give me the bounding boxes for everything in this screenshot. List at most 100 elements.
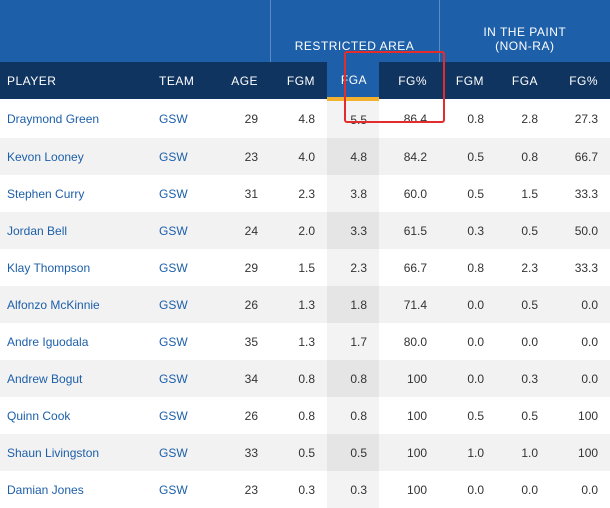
cell-paint-fga: 2.8: [496, 99, 551, 138]
cell-paint-fga: 0.8: [496, 138, 551, 175]
player-name-link[interactable]: Kevon Looney: [0, 138, 152, 175]
cell-paint-fgp: 66.7: [550, 138, 610, 175]
cell-ra-fga: 0.8: [327, 397, 380, 434]
team-link[interactable]: GSW: [152, 471, 208, 508]
cell-age: 26: [208, 397, 271, 434]
cell-ra-fgm: 0.8: [270, 397, 328, 434]
group-in-the-paint-line2: (NON-RA): [495, 39, 555, 53]
team-link[interactable]: GSW: [152, 323, 208, 360]
cell-paint-fgp: 0.0: [550, 286, 610, 323]
cell-age: 33: [208, 434, 271, 471]
team-link[interactable]: GSW: [152, 434, 208, 471]
cell-ra-fga: 1.8: [327, 286, 380, 323]
player-name-link[interactable]: Klay Thompson: [0, 249, 152, 286]
table-row: Draymond Green GSW 29 4.8 5.5 86.4 0.8 2.8 27.3: [0, 99, 610, 138]
cell-paint-fga: 0.5: [496, 286, 551, 323]
player-name-link[interactable]: Stephen Curry: [0, 175, 152, 212]
cell-paint-fgp: 33.3: [550, 249, 610, 286]
cell-paint-fgm: 0.0: [439, 286, 497, 323]
col-header-ra-fga-sorted[interactable]: FGA: [327, 62, 380, 101]
player-name-link[interactable]: Andre Iguodala: [0, 323, 152, 360]
table-row: Jordan Bell GSW 24 2.0 3.3 61.5 0.3 0.5 50.0: [0, 212, 610, 249]
cell-ra-fga: 3.8: [327, 175, 380, 212]
team-link[interactable]: GSW: [152, 360, 208, 397]
cell-paint-fgp: 33.3: [550, 175, 610, 212]
cell-paint-fgm: 0.0: [439, 360, 497, 397]
cell-ra-fgm: 1.3: [270, 323, 328, 360]
cell-ra-fgm: 2.3: [270, 175, 328, 212]
cell-ra-fgp: 71.4: [379, 286, 440, 323]
team-link[interactable]: GSW: [152, 286, 208, 323]
player-name-link[interactable]: Draymond Green: [0, 99, 152, 138]
group-in-the-paint: IN THE PAINT (NON-RA): [438, 0, 610, 62]
table-row: Andrew Bogut GSW 34 0.8 0.8 100 0.0 0.3 0.0: [0, 360, 610, 397]
table-row: Kevon Looney GSW 23 4.0 4.8 84.2 0.5 0.8 66.7: [0, 138, 610, 175]
cell-paint-fga: 0.5: [496, 212, 551, 249]
cell-ra-fgp: 61.5: [379, 212, 440, 249]
cell-paint-fgp: 100: [550, 397, 610, 434]
cell-paint-fgm: 0.8: [439, 249, 497, 286]
cell-age: 23: [208, 471, 271, 508]
cell-paint-fgm: 0.5: [439, 397, 497, 434]
cell-ra-fga: 4.8: [327, 138, 380, 175]
col-header-paint-fgp[interactable]: FG%: [550, 62, 610, 99]
cell-paint-fgm: 0.5: [439, 175, 497, 212]
player-name-link[interactable]: Damian Jones: [0, 471, 152, 508]
group-in-the-paint-line1: IN THE PAINT: [483, 25, 567, 39]
cell-paint-fgp: 0.0: [550, 323, 610, 360]
cell-paint-fgp: 100: [550, 434, 610, 471]
cell-ra-fgm: 0.3: [270, 471, 328, 508]
cell-ra-fga: 2.3: [327, 249, 380, 286]
column-header-row: PLAYER TEAM AGE FGM FGA FG% FGM FGA FG%: [0, 62, 610, 101]
team-link[interactable]: GSW: [152, 397, 208, 434]
cell-age: 26: [208, 286, 271, 323]
cell-paint-fga: 0.5: [496, 397, 551, 434]
player-name-link[interactable]: Quinn Cook: [0, 397, 152, 434]
cell-paint-fga: 2.3: [496, 249, 551, 286]
cell-paint-fgm: 0.8: [439, 99, 497, 138]
cell-paint-fgp: 50.0: [550, 212, 610, 249]
cell-ra-fgp: 86.4: [379, 99, 440, 138]
cell-paint-fgm: 0.0: [439, 323, 497, 360]
col-header-age[interactable]: AGE: [208, 62, 271, 99]
cell-ra-fgp: 80.0: [379, 323, 440, 360]
cell-ra-fgm: 0.5: [270, 434, 328, 471]
table-body: Draymond Green GSW 29 4.8 5.5 86.4 0.8 2.8 27.3 K…: [0, 99, 610, 508]
cell-ra-fgm: 4.0: [270, 138, 328, 175]
col-header-player[interactable]: PLAYER: [0, 62, 152, 99]
team-link[interactable]: GSW: [152, 249, 208, 286]
table-row: Shaun Livingston GSW 33 0.5 0.5 100 1.0 1.0 100: [0, 434, 610, 471]
team-link[interactable]: GSW: [152, 138, 208, 175]
cell-paint-fgp: 0.0: [550, 360, 610, 397]
team-link[interactable]: GSW: [152, 175, 208, 212]
team-link[interactable]: GSW: [152, 212, 208, 249]
col-header-ra-fgm[interactable]: FGM: [270, 62, 328, 99]
cell-ra-fgp: 84.2: [379, 138, 440, 175]
table-row: Klay Thompson GSW 29 1.5 2.3 66.7 0.8 2.3 33.3: [0, 249, 610, 286]
cell-age: 24: [208, 212, 271, 249]
cell-paint-fga: 0.0: [496, 323, 551, 360]
group-spacer: [0, 0, 271, 62]
cell-paint-fga: 1.0: [496, 434, 551, 471]
table-row: Stephen Curry GSW 31 2.3 3.8 60.0 0.5 1.5 33.3: [0, 175, 610, 212]
player-name-link[interactable]: Jordan Bell: [0, 212, 152, 249]
cell-paint-fgm: 0.5: [439, 138, 497, 175]
cell-age: 35: [208, 323, 271, 360]
player-name-link[interactable]: Andrew Bogut: [0, 360, 152, 397]
col-header-team[interactable]: TEAM: [152, 62, 208, 99]
col-header-paint-fga[interactable]: FGA: [496, 62, 551, 99]
player-name-link[interactable]: Shaun Livingston: [0, 434, 152, 471]
cell-ra-fgp: 100: [379, 471, 440, 508]
cell-paint-fga: 0.3: [496, 360, 551, 397]
cell-ra-fga: 0.3: [327, 471, 380, 508]
col-header-ra-fgp[interactable]: FG%: [379, 62, 440, 99]
col-header-paint-fgm[interactable]: FGM: [439, 62, 497, 99]
cell-paint-fgm: 0.0: [439, 471, 497, 508]
team-link[interactable]: GSW: [152, 99, 208, 138]
cell-ra-fgm: 1.5: [270, 249, 328, 286]
player-name-link[interactable]: Alfonzo McKinnie: [0, 286, 152, 323]
cell-age: 29: [208, 99, 271, 138]
cell-paint-fgm: 1.0: [439, 434, 497, 471]
table-row: Quinn Cook GSW 26 0.8 0.8 100 0.5 0.5 100: [0, 397, 610, 434]
cell-paint-fgm: 0.3: [439, 212, 497, 249]
